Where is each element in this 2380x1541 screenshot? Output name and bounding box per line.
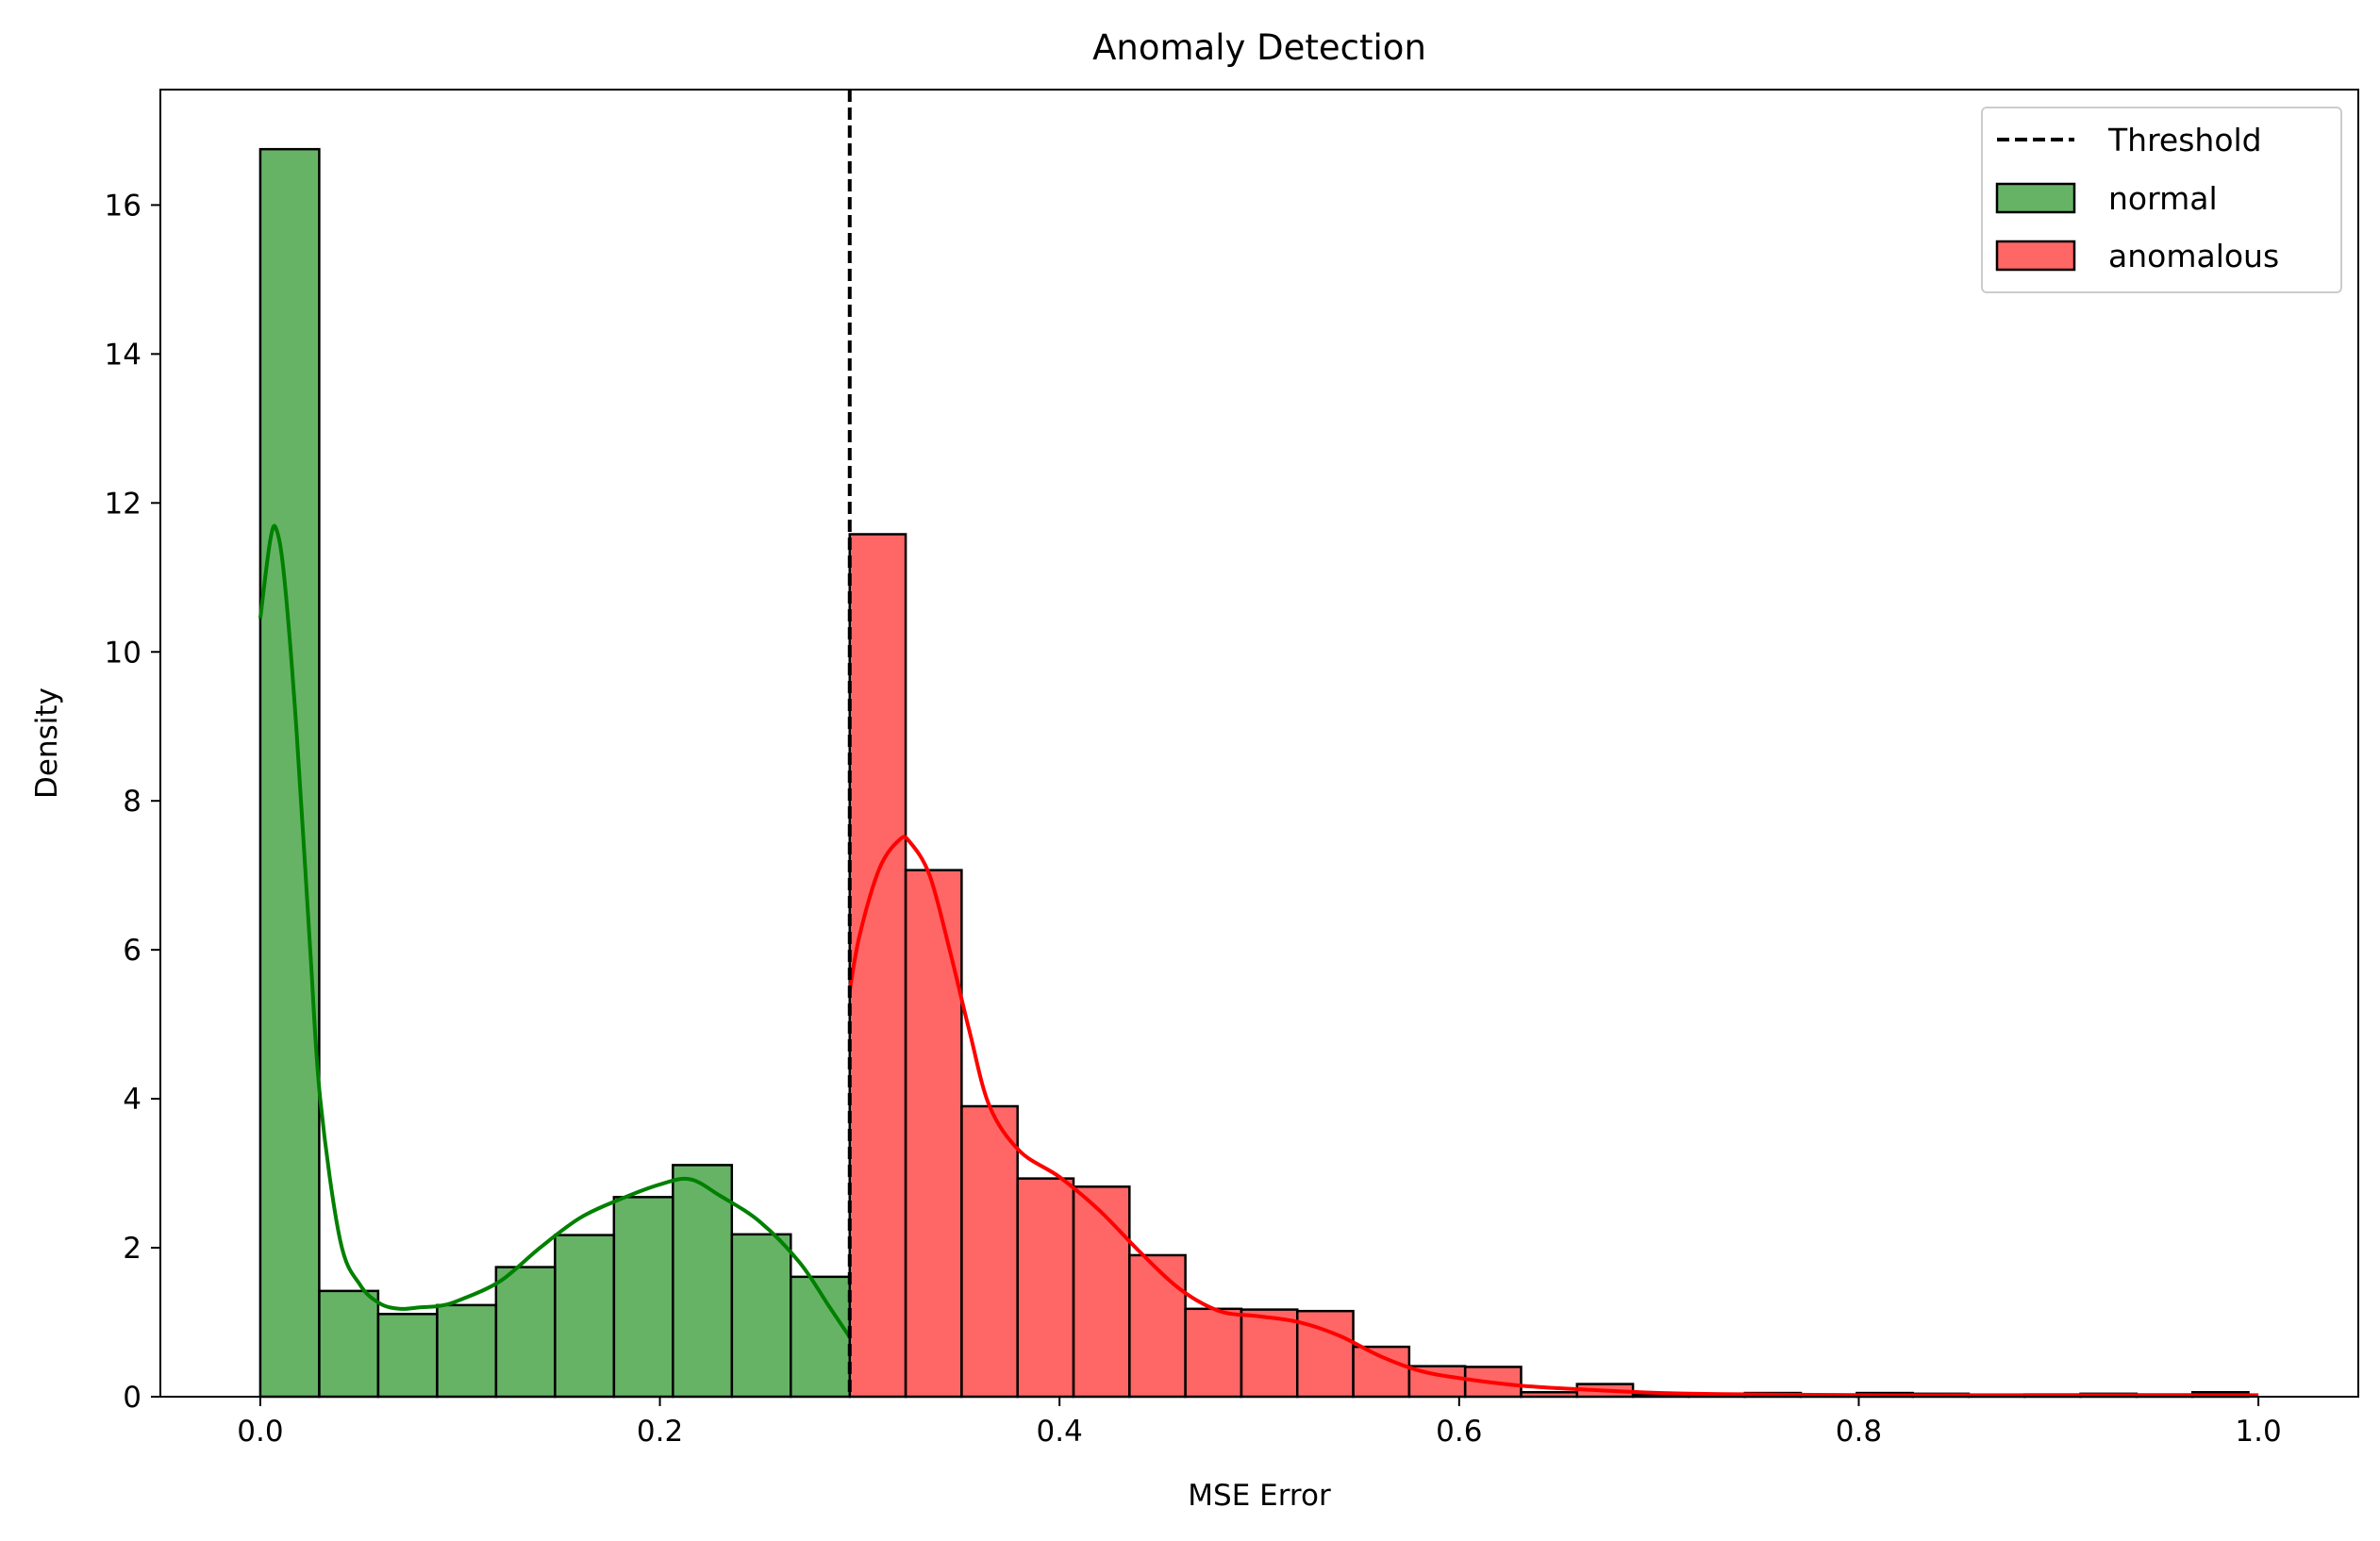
anomalous-bar xyxy=(960,1104,1019,1399)
plot-frame xyxy=(159,89,2359,1398)
normal-bar xyxy=(376,1313,439,1399)
normal-bar xyxy=(318,1289,380,1399)
y-tick-label: 16 xyxy=(105,189,141,223)
normal-bar xyxy=(730,1233,792,1399)
anomalous-bar xyxy=(1352,1345,1411,1399)
x-tick-label: 0.6 xyxy=(1436,1415,1482,1449)
anomalous-kde-line xyxy=(847,835,2259,1398)
legend-normal-swatch xyxy=(1995,182,2076,214)
normal-kde-line xyxy=(258,523,852,1338)
anomalous-bar xyxy=(1072,1185,1131,1399)
anomalous-bar xyxy=(1184,1307,1243,1399)
axis-ticks: 0.0 0.2 0.4 0.6 0.8 1.0 0 2 4 6 8 10 12 14 16 xyxy=(105,189,2282,1449)
x-tick-label: 1.0 xyxy=(2235,1415,2281,1449)
normal-bar xyxy=(436,1303,498,1399)
y-tick-label: 8 xyxy=(123,785,141,819)
x-tick-label: 0.2 xyxy=(637,1415,683,1449)
legend-normal-label: normal xyxy=(2108,180,2218,217)
legend: Threshold normal anomalous xyxy=(1981,107,2342,293)
legend-anomalous-label: anomalous xyxy=(2108,238,2279,274)
y-tick-label: 10 xyxy=(105,636,141,670)
legend-anomalous-swatch xyxy=(1995,240,2076,272)
anomalous-bar xyxy=(1128,1253,1187,1399)
y-tick-label: 12 xyxy=(105,487,141,521)
normal-bar xyxy=(790,1275,852,1399)
normal-bar xyxy=(494,1266,557,1399)
y-tick-label: 0 xyxy=(123,1381,141,1415)
y-tick-label: 2 xyxy=(123,1232,141,1266)
normal-bar xyxy=(612,1196,674,1399)
anomalous-bar xyxy=(1016,1177,1075,1399)
kde-curves xyxy=(258,523,2259,1398)
normal-bar xyxy=(672,1164,734,1399)
y-tick-label: 14 xyxy=(105,338,141,372)
histogram-bars xyxy=(258,147,2250,1399)
legend-threshold-label: Threshold xyxy=(2107,122,2262,158)
chart-title: Anomaly Detection xyxy=(1092,27,1426,68)
x-tick-label: 0.4 xyxy=(1037,1415,1083,1449)
x-axis-label: MSE Error xyxy=(1188,1479,1331,1513)
anomalous-bar xyxy=(1240,1308,1299,1399)
y-tick-label: 4 xyxy=(123,1083,141,1117)
normal-bar xyxy=(258,147,321,1399)
x-tick-label: 0.8 xyxy=(1836,1415,1882,1449)
y-tick-label: 6 xyxy=(123,934,141,968)
anomalous-bar xyxy=(848,533,907,1399)
anomalous-bar xyxy=(904,869,963,1399)
normal-bar xyxy=(554,1234,616,1399)
x-tick-label: 0.0 xyxy=(237,1415,283,1449)
y-axis-label: Density xyxy=(30,688,64,799)
